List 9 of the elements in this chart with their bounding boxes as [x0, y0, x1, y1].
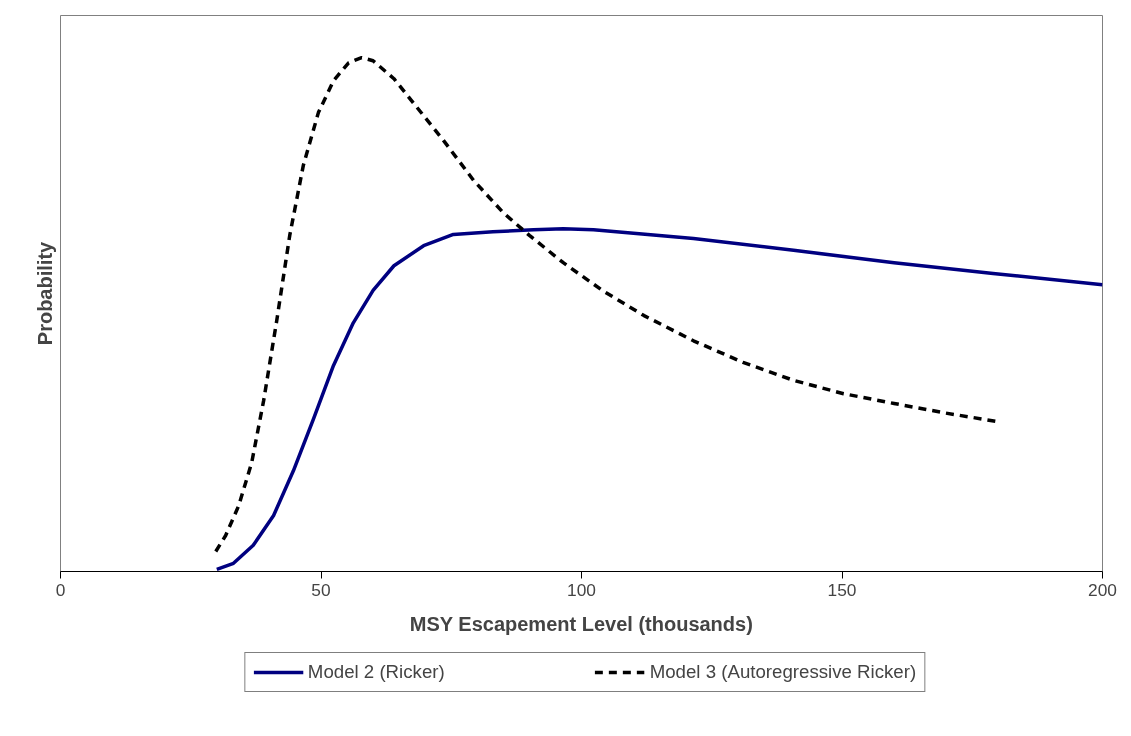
x-axis-title: MSY Escapement Level (thousands)	[409, 612, 753, 635]
x-tick-label: 50	[311, 579, 331, 600]
legend-label: Model 3 (Autoregressive Ricker)	[649, 661, 917, 683]
x-tick-label: 100	[567, 579, 596, 600]
legend-label: Model 2 (Ricker)	[307, 661, 445, 683]
x-tick-label: 200	[1088, 579, 1117, 600]
x-tick-label: 150	[827, 579, 857, 600]
y-axis-title: Probability	[33, 240, 56, 346]
x-tick-label: 0	[55, 579, 66, 600]
